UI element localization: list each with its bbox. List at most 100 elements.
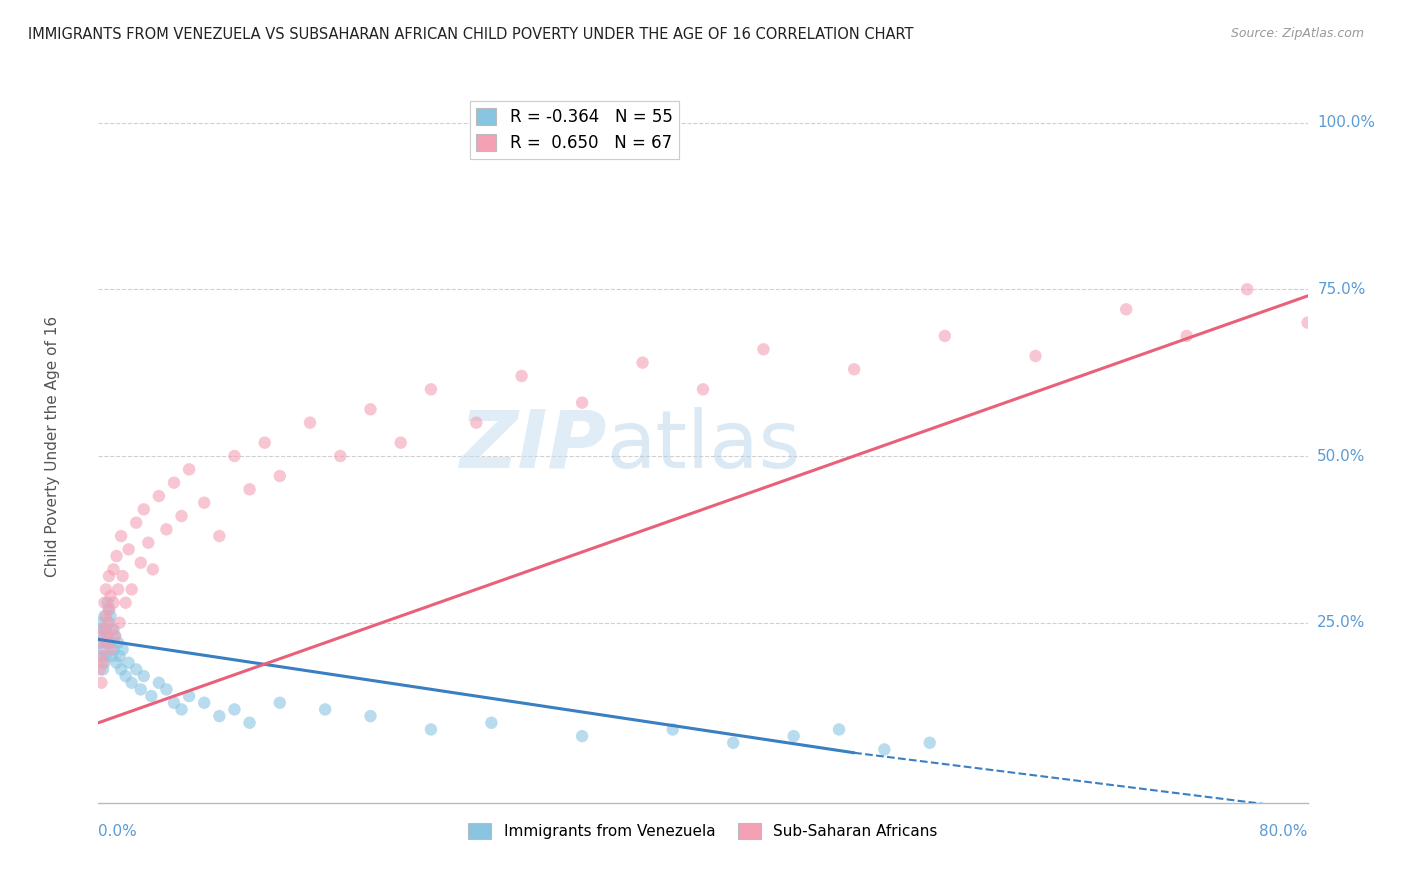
Point: [93, 629, 115, 643]
Point: [389, 435, 412, 450]
Point: [105, 549, 128, 563]
Point: [89, 662, 111, 676]
Point: [91, 623, 114, 637]
Point: [125, 516, 148, 530]
Point: [114, 669, 136, 683]
Point: [96, 596, 118, 610]
Point: [93, 609, 115, 624]
Point: [101, 649, 124, 664]
Point: [329, 449, 352, 463]
Text: atlas: atlas: [606, 407, 800, 485]
Point: [103, 596, 125, 610]
Point: [1372, 216, 1395, 230]
Point: [104, 629, 127, 643]
Point: [129, 556, 152, 570]
Point: [96, 636, 118, 650]
Point: [148, 675, 170, 690]
Point: [934, 329, 956, 343]
Point: [510, 368, 533, 383]
Point: [360, 402, 382, 417]
Point: [661, 723, 683, 737]
Point: [94, 636, 117, 650]
Point: [132, 669, 155, 683]
Point: [873, 742, 896, 756]
Point: [465, 416, 488, 430]
Point: [723, 736, 745, 750]
Text: Source: ZipAtlas.com: Source: ZipAtlas.com: [1230, 27, 1364, 40]
Text: 80.0%: 80.0%: [1260, 824, 1308, 839]
Point: [100, 609, 122, 624]
Point: [96, 615, 118, 630]
Point: [100, 636, 122, 650]
Point: [141, 689, 163, 703]
Point: [121, 582, 143, 597]
Point: [105, 656, 128, 670]
Point: [1296, 316, 1319, 330]
Point: [132, 502, 155, 516]
Point: [100, 589, 122, 603]
Point: [104, 629, 127, 643]
Point: [170, 702, 193, 716]
Point: [163, 475, 186, 490]
Point: [101, 623, 124, 637]
Point: [224, 449, 246, 463]
Point: [110, 529, 132, 543]
Point: [314, 702, 336, 716]
Point: [107, 582, 129, 597]
Point: [89, 615, 111, 630]
Point: [918, 736, 941, 750]
Point: [193, 496, 215, 510]
Text: 25.0%: 25.0%: [1317, 615, 1365, 631]
Point: [1175, 329, 1198, 343]
Point: [96, 629, 118, 643]
Point: [163, 696, 186, 710]
Point: [94, 609, 117, 624]
Point: [208, 709, 231, 723]
Point: [103, 642, 125, 657]
Point: [93, 596, 115, 610]
Point: [90, 675, 112, 690]
Point: [136, 535, 159, 549]
Text: 75.0%: 75.0%: [1317, 282, 1365, 297]
Point: [360, 709, 382, 723]
Point: [692, 382, 714, 396]
Point: [208, 529, 231, 543]
Point: [91, 656, 114, 670]
Point: [103, 623, 125, 637]
Point: [118, 542, 141, 557]
Point: [783, 729, 806, 743]
Point: [100, 642, 122, 657]
Point: [108, 615, 131, 630]
Point: [269, 469, 291, 483]
Point: [253, 435, 276, 450]
Point: [148, 489, 170, 503]
Point: [170, 509, 193, 524]
Point: [94, 623, 117, 637]
Point: [98, 615, 121, 630]
Text: IMMIGRANTS FROM VENEZUELA VS SUBSAHARAN AFRICAN CHILD POVERTY UNDER THE AGE OF 1: IMMIGRANTS FROM VENEZUELA VS SUBSAHARAN …: [28, 27, 914, 42]
Point: [107, 636, 129, 650]
Point: [828, 723, 851, 737]
Point: [193, 696, 215, 710]
Point: [118, 656, 141, 670]
Point: [1115, 302, 1137, 317]
Point: [111, 569, 134, 583]
Point: [91, 623, 114, 637]
Point: [98, 569, 121, 583]
Point: [155, 522, 177, 536]
Point: [93, 656, 115, 670]
Point: [91, 642, 114, 657]
Point: [269, 696, 291, 710]
Point: [179, 689, 201, 703]
Point: [631, 356, 654, 370]
Point: [1236, 282, 1258, 296]
Point: [571, 395, 593, 409]
Point: [121, 675, 143, 690]
Point: [155, 682, 177, 697]
Point: [179, 462, 201, 476]
Point: [571, 729, 593, 743]
Point: [129, 682, 152, 697]
Point: [90, 649, 112, 664]
Point: [752, 343, 775, 357]
Text: ZIP: ZIP: [458, 407, 606, 485]
